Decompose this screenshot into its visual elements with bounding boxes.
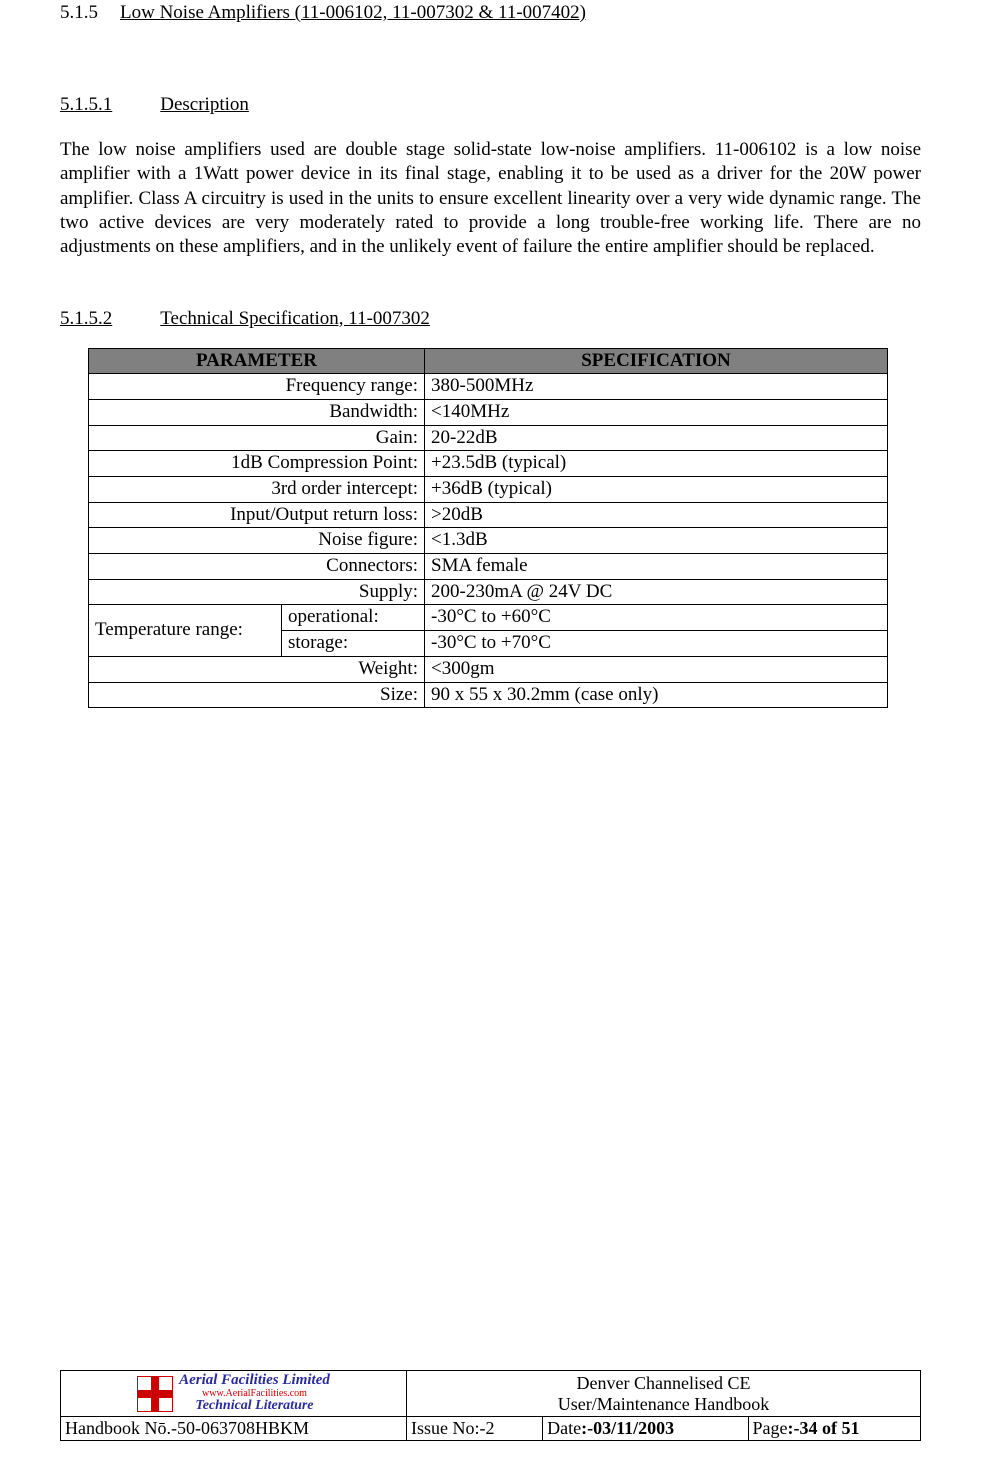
param-cell: Size: [89, 682, 425, 708]
table-row: Connectors:SMA female [89, 554, 888, 580]
handbook-label: Handbook Nō.- [65, 1418, 177, 1438]
page-value: :-34 of 51 [788, 1418, 860, 1438]
spec-cell: SMA female [425, 554, 888, 580]
logo-line-1: Aerial Facilities Limited [179, 1373, 330, 1389]
issue-label: Issue No:- [411, 1418, 486, 1438]
temp-sub-spec: -30°C to +60°C [425, 605, 888, 631]
param-cell: Bandwidth: [89, 399, 425, 425]
param-cell: Input/Output return loss: [89, 502, 425, 528]
subsection-1-number: 5.1.5.1 [60, 94, 112, 115]
temp-range-label: Temperature range: [89, 605, 282, 656]
description-paragraph: The low noise amplifiers used are double… [60, 138, 921, 260]
table-header-row: PARAMETER SPECIFICATION [89, 348, 888, 374]
spec-cell: +36dB (typical) [425, 477, 888, 503]
page-footer: Aerial Facilities Limitedwww.AerialFacil… [60, 1370, 921, 1441]
date-value: :-03/11/2003 [581, 1418, 674, 1438]
subsection-1-title: Description [160, 94, 249, 115]
param-cell: Gain: [89, 425, 425, 451]
param-cell: 3rd order intercept: [89, 477, 425, 503]
header-parameter: PARAMETER [89, 348, 425, 374]
param-cell: Supply: [89, 579, 425, 605]
footer-title-cell: Denver Channelised CEUser/Maintenance Ha… [406, 1371, 920, 1417]
spec-cell: >20dB [425, 502, 888, 528]
section-heading: 5.1.5 Low Noise Amplifiers (11-006102, 11… [60, 0, 921, 24]
spec-cell: <140MHz [425, 399, 888, 425]
date-label: Date [547, 1418, 581, 1438]
footer-logo-cell: Aerial Facilities Limitedwww.AerialFacil… [61, 1371, 407, 1417]
spec-cell: 380-500MHz [425, 374, 888, 400]
logo-line-3: Technical Literature [179, 1399, 330, 1414]
table-row: Supply:200-230mA @ 24V DC [89, 579, 888, 605]
spec-cell: 90 x 55 x 30.2mm (case only) [425, 682, 888, 708]
subsection-2-heading: 5.1.5.2 Technical Specification, 11-00730… [60, 308, 921, 330]
subsection-2-title: Technical Specification, 11-007302 [160, 308, 430, 329]
footer-table: Aerial Facilities Limitedwww.AerialFacil… [60, 1370, 921, 1441]
table-row: 3rd order intercept:+36dB (typical) [89, 477, 888, 503]
footer-issue-cell: Issue No:-2 [406, 1417, 542, 1441]
table-row: Weight:<300gm [89, 656, 888, 682]
logo-flag-icon [137, 1376, 173, 1412]
spec-cell: <300gm [425, 656, 888, 682]
param-cell: 1dB Compression Point: [89, 451, 425, 477]
footer-title-1: Denver Channelised CE [411, 1373, 916, 1394]
spec-cell: <1.3dB [425, 528, 888, 554]
footer-handbook-cell: Handbook Nō.-50-063708HBKM [61, 1417, 407, 1441]
table-row: Size:90 x 55 x 30.2mm (case only) [89, 682, 888, 708]
table-row: Bandwidth:<140MHz [89, 399, 888, 425]
temp-sub-label: storage: [282, 631, 425, 657]
param-cell: Noise figure: [89, 528, 425, 554]
footer-date-cell: Date:-03/11/2003 [543, 1417, 748, 1441]
table-row: Input/Output return loss:>20dB [89, 502, 888, 528]
section-number: 5.1.5 [60, 2, 98, 24]
param-cell: Frequency range: [89, 374, 425, 400]
table-row: Gain:20-22dB [89, 425, 888, 451]
subsection-1-heading: 5.1.5.1 Description [60, 94, 921, 116]
issue-value: 2 [485, 1418, 494, 1438]
subsection-2-number: 5.1.5.2 [60, 308, 112, 329]
footer-page-cell: Page:-34 of 51 [748, 1417, 920, 1441]
table-row: Frequency range:380-500MHz [89, 374, 888, 400]
table-row: 1dB Compression Point:+23.5dB (typical) [89, 451, 888, 477]
table-row: Noise figure:<1.3dB [89, 528, 888, 554]
param-cell: Connectors: [89, 554, 425, 580]
temp-sub-spec: -30°C to +70°C [425, 631, 888, 657]
footer-title-2: User/Maintenance Handbook [411, 1394, 916, 1415]
spec-cell: 20-22dB [425, 425, 888, 451]
spec-cell: +23.5dB (typical) [425, 451, 888, 477]
header-specification: SPECIFICATION [425, 348, 888, 374]
spec-cell: 200-230mA @ 24V DC [425, 579, 888, 605]
table-row: Temperature range: operational: -30°C to… [89, 605, 888, 631]
page-label: Page [753, 1418, 788, 1438]
param-cell: Weight: [89, 656, 425, 682]
section-title: Low Noise Amplifiers (11-006102, 11-0073… [120, 2, 586, 23]
handbook-value: 50-063708HBKM [177, 1418, 309, 1438]
specification-table: PARAMETER SPECIFICATION Frequency range:… [88, 348, 888, 709]
temp-sub-label: operational: [282, 605, 425, 631]
